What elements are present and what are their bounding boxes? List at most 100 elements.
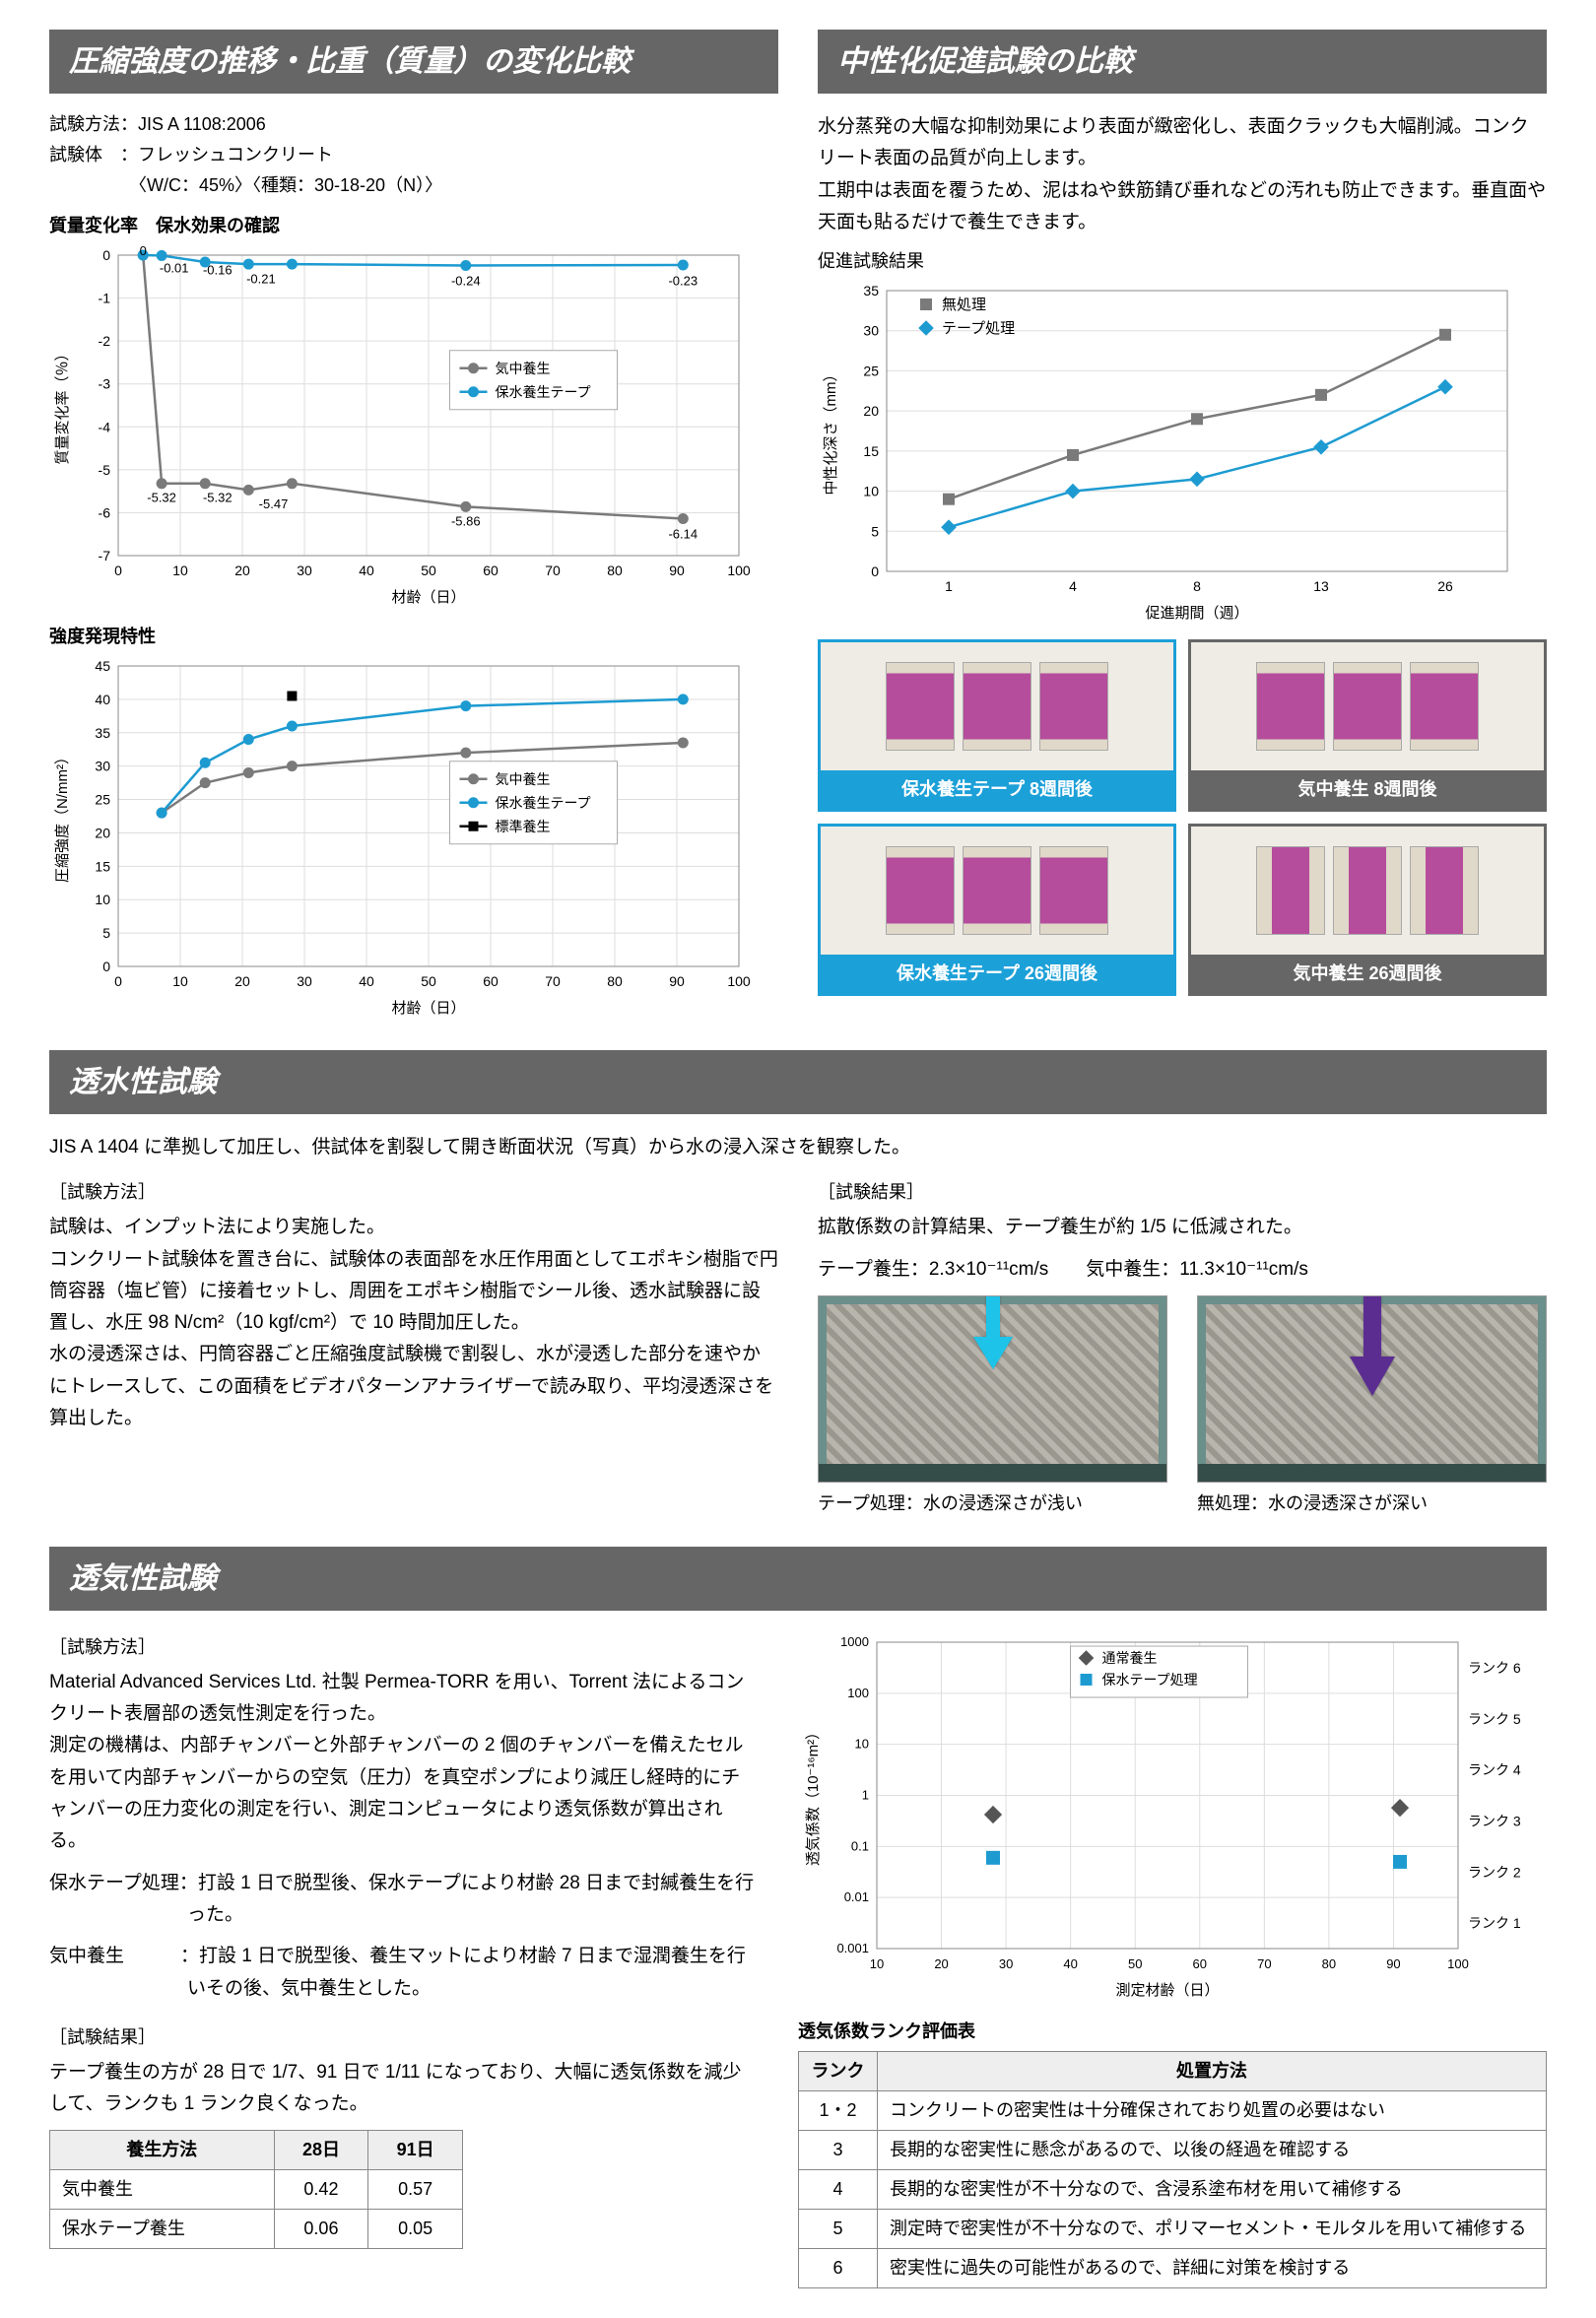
svg-text:40: 40 (95, 692, 110, 707)
svg-text:50: 50 (421, 563, 436, 578)
air-result-h: ［試験結果］ (49, 2024, 759, 2051)
svg-text:テープ処理: テープ処理 (942, 320, 1015, 337)
perm-image-tape (818, 1295, 1167, 1483)
svg-text:90: 90 (1386, 1956, 1400, 1971)
svg-text:測定材齢（日）: 測定材齢（日） (1115, 1982, 1219, 1999)
svg-text:-6: -6 (99, 504, 111, 520)
svg-text:-2: -2 (99, 333, 111, 349)
svg-text:-0.23: -0.23 (668, 274, 698, 289)
test-body: 試験体 ：フレッシュコンクリート (49, 142, 778, 168)
svg-text:-7: -7 (99, 548, 111, 563)
table-header: 養生方法 (50, 2131, 275, 2170)
svg-text:0: 0 (102, 247, 110, 263)
svg-text:70: 70 (545, 563, 561, 578)
air-result: テープ養生の方が 28 日で 1/7、91 日で 1/11 になっており、大幅に… (49, 2057, 759, 2121)
svg-text:-5.32: -5.32 (147, 491, 176, 505)
svg-text:100: 100 (727, 563, 751, 578)
svg-text:-0.24: -0.24 (451, 274, 481, 289)
svg-text:1000: 1000 (840, 1634, 869, 1649)
svg-text:70: 70 (545, 973, 561, 989)
svg-text:ランク 1: ランク 1 (1468, 1915, 1521, 1931)
svg-text:30: 30 (999, 1956, 1013, 1971)
svg-text:保水養生テープ: 保水養生テープ (496, 795, 591, 811)
chart-c-title: 促進試験結果 (818, 248, 1547, 275)
svg-text:質量変化率（％）: 質量変化率（％） (53, 346, 71, 464)
perm-result1: 拡散係数の計算結果、テープ養生が約 1/5 に低減された。 (818, 1212, 1547, 1243)
svg-text:1: 1 (862, 1787, 869, 1802)
svg-text:0.01: 0.01 (844, 1889, 869, 1904)
carbonation-desc: 水分蒸発の大幅な抑制効果により表面が緻密化し、表面クラックも大幅削減。コンクリー… (818, 111, 1547, 238)
table-header: ランク (799, 2051, 878, 2090)
svg-text:15: 15 (95, 858, 110, 874)
section-air-permeability: 透気性試験 ［試験方法］ Material Advanced Services … (49, 1547, 1547, 2288)
mass-change-chart: 0-1-2-3-4-5-6-701020304050607080901000-0… (49, 245, 759, 610)
table-row: 3長期的な密実性に懸念があるので、以後の経過を確認する (799, 2130, 1547, 2169)
section-header-permeability: 透水性試験 (49, 1050, 1547, 1114)
air-cond1: 保水テープ処理：打設 1 日で脱型後、保水テープにより材齢 28 日まで封緘養生… (49, 1868, 759, 1932)
svg-text:10: 10 (95, 892, 110, 907)
svg-text:100: 100 (727, 973, 751, 989)
svg-text:-0.16: -0.16 (203, 263, 233, 278)
carbonation-chart: 051015202530351481326促進期間（週）中性化深さ（mm）無処理… (818, 281, 1527, 626)
sample-caption: 気中養生 8週間後 (1191, 770, 1544, 809)
svg-text:材齢（日）: 材齢（日） (391, 1000, 465, 1017)
svg-text:20: 20 (234, 973, 250, 989)
svg-text:50: 50 (421, 973, 436, 989)
svg-text:0.001: 0.001 (836, 1941, 869, 1955)
air-permeability-chart: 0.0010.010.11101001000102030405060708090… (798, 1628, 1547, 2003)
svg-text:80: 80 (607, 563, 623, 578)
section-header-strength: 圧縮強度の推移・比重（質量）の変化比較 (49, 30, 778, 94)
air-result-table: 養生方法28日91日気中養生0.420.57保水テープ養生0.060.05 (49, 2130, 463, 2249)
svg-text:40: 40 (359, 563, 374, 578)
svg-text:50: 50 (1128, 1956, 1142, 1971)
svg-text:13: 13 (1313, 578, 1329, 594)
table-row: 1・2コンクリートの密実性は十分確保されており処置の必要はない (799, 2090, 1547, 2130)
air-method: Material Advanced Services Ltd. 社製 Perme… (49, 1667, 759, 1858)
svg-text:10: 10 (863, 484, 879, 499)
section-strength: 圧縮強度の推移・比重（質量）の変化比較 試験方法：JIS A 1108:2006… (49, 30, 778, 1021)
rank-table: ランク処置方法1・2コンクリートの密実性は十分確保されており処置の必要はない3長… (798, 2051, 1547, 2288)
svg-text:20: 20 (95, 825, 110, 840)
svg-text:90: 90 (669, 973, 685, 989)
svg-text:-5: -5 (99, 462, 111, 478)
perm-image-none (1197, 1295, 1547, 1483)
sample-caption: 保水養生テープ 8週間後 (821, 770, 1173, 809)
air-method-h: ［試験方法］ (49, 1634, 759, 1661)
svg-text:促進期間（週）: 促進期間（週） (1145, 605, 1248, 622)
svg-text:25: 25 (863, 364, 879, 379)
svg-text:15: 15 (863, 443, 879, 459)
svg-text:0: 0 (140, 245, 147, 258)
section-water-permeability: 透水性試験 JIS A 1404 に準拠して加圧し、供試体を割裂して開き断面状況… (49, 1050, 1547, 1517)
svg-text:保水テープ処理: 保水テープ処理 (1102, 1672, 1198, 1688)
svg-text:30: 30 (297, 973, 312, 989)
svg-text:10: 10 (172, 563, 188, 578)
svg-text:20: 20 (863, 403, 879, 419)
chart-a-title: 質量変化率 保水効果の確認 (49, 213, 778, 239)
section-carbonation: 中性化促進試験の比較 水分蒸発の大幅な抑制効果により表面が緻密化し、表面クラック… (818, 30, 1547, 1021)
table-header: 91日 (368, 2131, 463, 2170)
test-method: 試験方法：JIS A 1108:2006 (49, 111, 778, 138)
table-row: 気中養生0.420.57 (50, 2170, 463, 2210)
sample-box: 保水養生テープ 8週間後 (818, 639, 1176, 812)
svg-text:透気係数（10⁻¹⁶m²）: 透気係数（10⁻¹⁶m²） (805, 1725, 822, 1866)
svg-text:無処理: 無処理 (942, 297, 986, 313)
sample-box: 気中養生 8週間後 (1188, 639, 1547, 812)
svg-text:-4: -4 (99, 419, 111, 434)
svg-text:通常養生: 通常養生 (1102, 1650, 1158, 1666)
svg-text:-1: -1 (99, 291, 111, 306)
perm-intro: JIS A 1404 に準拠して加圧し、供試体を割裂して開き断面状況（写真）から… (49, 1132, 1547, 1163)
rank-table-title: 透気係数ランク評価表 (798, 2019, 1547, 2045)
perm-method: 試験は、インプット法により実施した。 コンクリート試験体を置き台に、試験体の表面… (49, 1212, 778, 1434)
perm-caption-tape: テープ処理：水の浸透深さが浅い (818, 1490, 1167, 1517)
svg-text:-3: -3 (99, 376, 111, 392)
table-row: 保水テープ養生0.060.05 (50, 2210, 463, 2249)
svg-text:20: 20 (234, 563, 250, 578)
svg-text:圧縮強度（N/mm²）: 圧縮強度（N/mm²） (54, 750, 71, 883)
svg-text:60: 60 (1193, 1956, 1207, 1971)
test-body-detail: 〈W/C：45%〉〈種類：30-18-20（N）〉 (49, 172, 778, 199)
svg-text:-0.21: -0.21 (246, 271, 276, 286)
svg-text:30: 30 (95, 759, 110, 774)
svg-text:保水養生テープ: 保水養生テープ (496, 384, 591, 400)
svg-text:10: 10 (870, 1956, 884, 1971)
svg-text:ランク 3: ランク 3 (1468, 1813, 1521, 1828)
